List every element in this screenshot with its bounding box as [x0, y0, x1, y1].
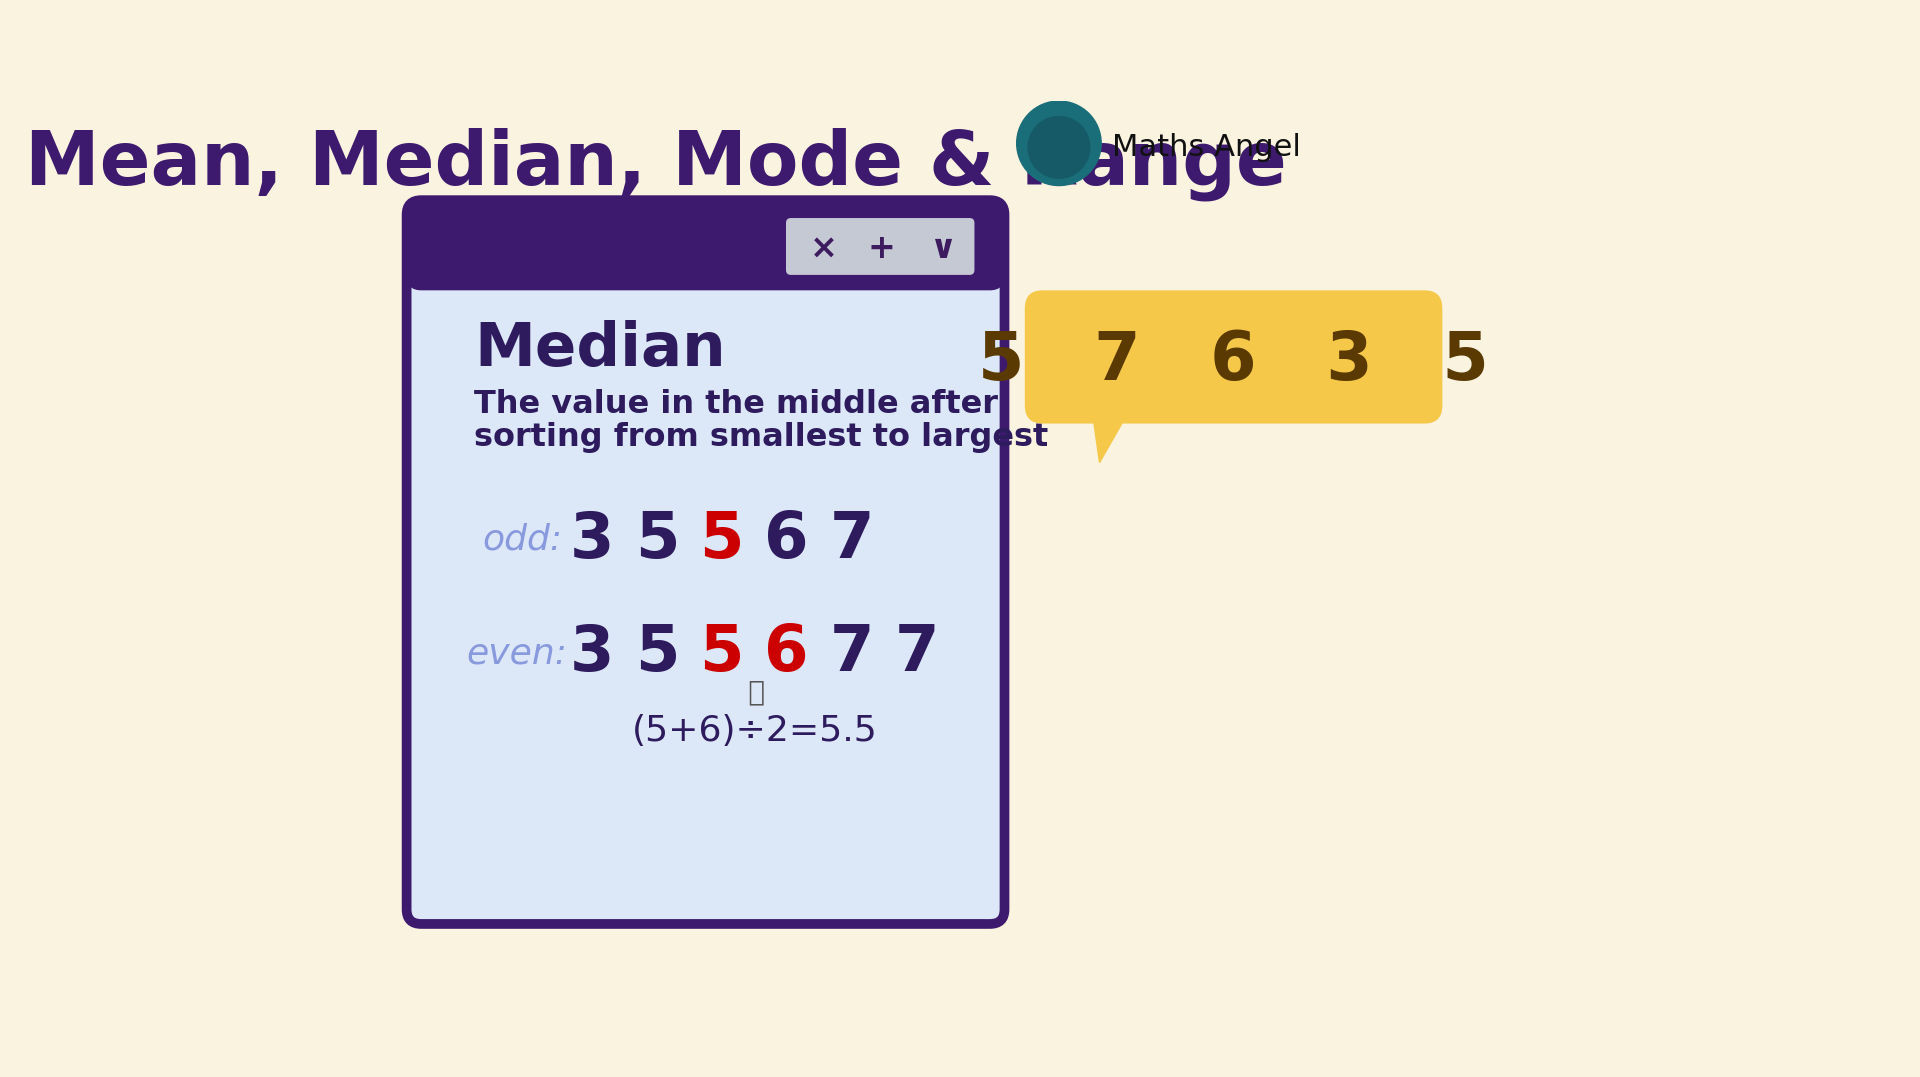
- Circle shape: [1027, 116, 1091, 178]
- FancyBboxPatch shape: [1025, 291, 1442, 423]
- Text: 👆: 👆: [747, 679, 762, 707]
- Text: odd:: odd:: [482, 522, 563, 557]
- Text: 6: 6: [764, 623, 808, 685]
- Text: 7: 7: [895, 623, 939, 685]
- FancyBboxPatch shape: [407, 200, 1004, 924]
- Text: Median: Median: [474, 320, 726, 379]
- Text: 6: 6: [764, 508, 808, 571]
- Text: sorting from smallest to largest: sorting from smallest to largest: [474, 422, 1048, 453]
- Text: even:: even:: [467, 637, 566, 671]
- Text: ×: ×: [810, 232, 837, 265]
- Text: & Range: & Range: [929, 128, 1286, 201]
- FancyBboxPatch shape: [785, 218, 975, 275]
- Text: (5+6)÷2=5.5: (5+6)÷2=5.5: [632, 714, 877, 747]
- Text: Mean, Median, Mode: Mean, Median, Mode: [25, 128, 929, 201]
- Text: ∨: ∨: [929, 232, 958, 265]
- Text: 5: 5: [636, 623, 680, 685]
- Text: 7: 7: [829, 623, 874, 685]
- Text: 3: 3: [570, 508, 614, 571]
- Text: +: +: [868, 232, 897, 265]
- Text: Maths Angel: Maths Angel: [1112, 132, 1300, 162]
- Circle shape: [1018, 101, 1102, 185]
- Bar: [422, 246, 989, 276]
- Text: 7: 7: [829, 508, 874, 571]
- Text: The value in the middle after: The value in the middle after: [474, 390, 998, 420]
- Text: 5: 5: [699, 508, 745, 571]
- FancyBboxPatch shape: [407, 200, 1004, 291]
- Text: 5: 5: [699, 623, 745, 685]
- Polygon shape: [1091, 406, 1133, 462]
- Text: 3: 3: [570, 623, 614, 685]
- Text: 5   7   6   3   5: 5 7 6 3 5: [977, 328, 1488, 394]
- Text: 5: 5: [636, 508, 680, 571]
